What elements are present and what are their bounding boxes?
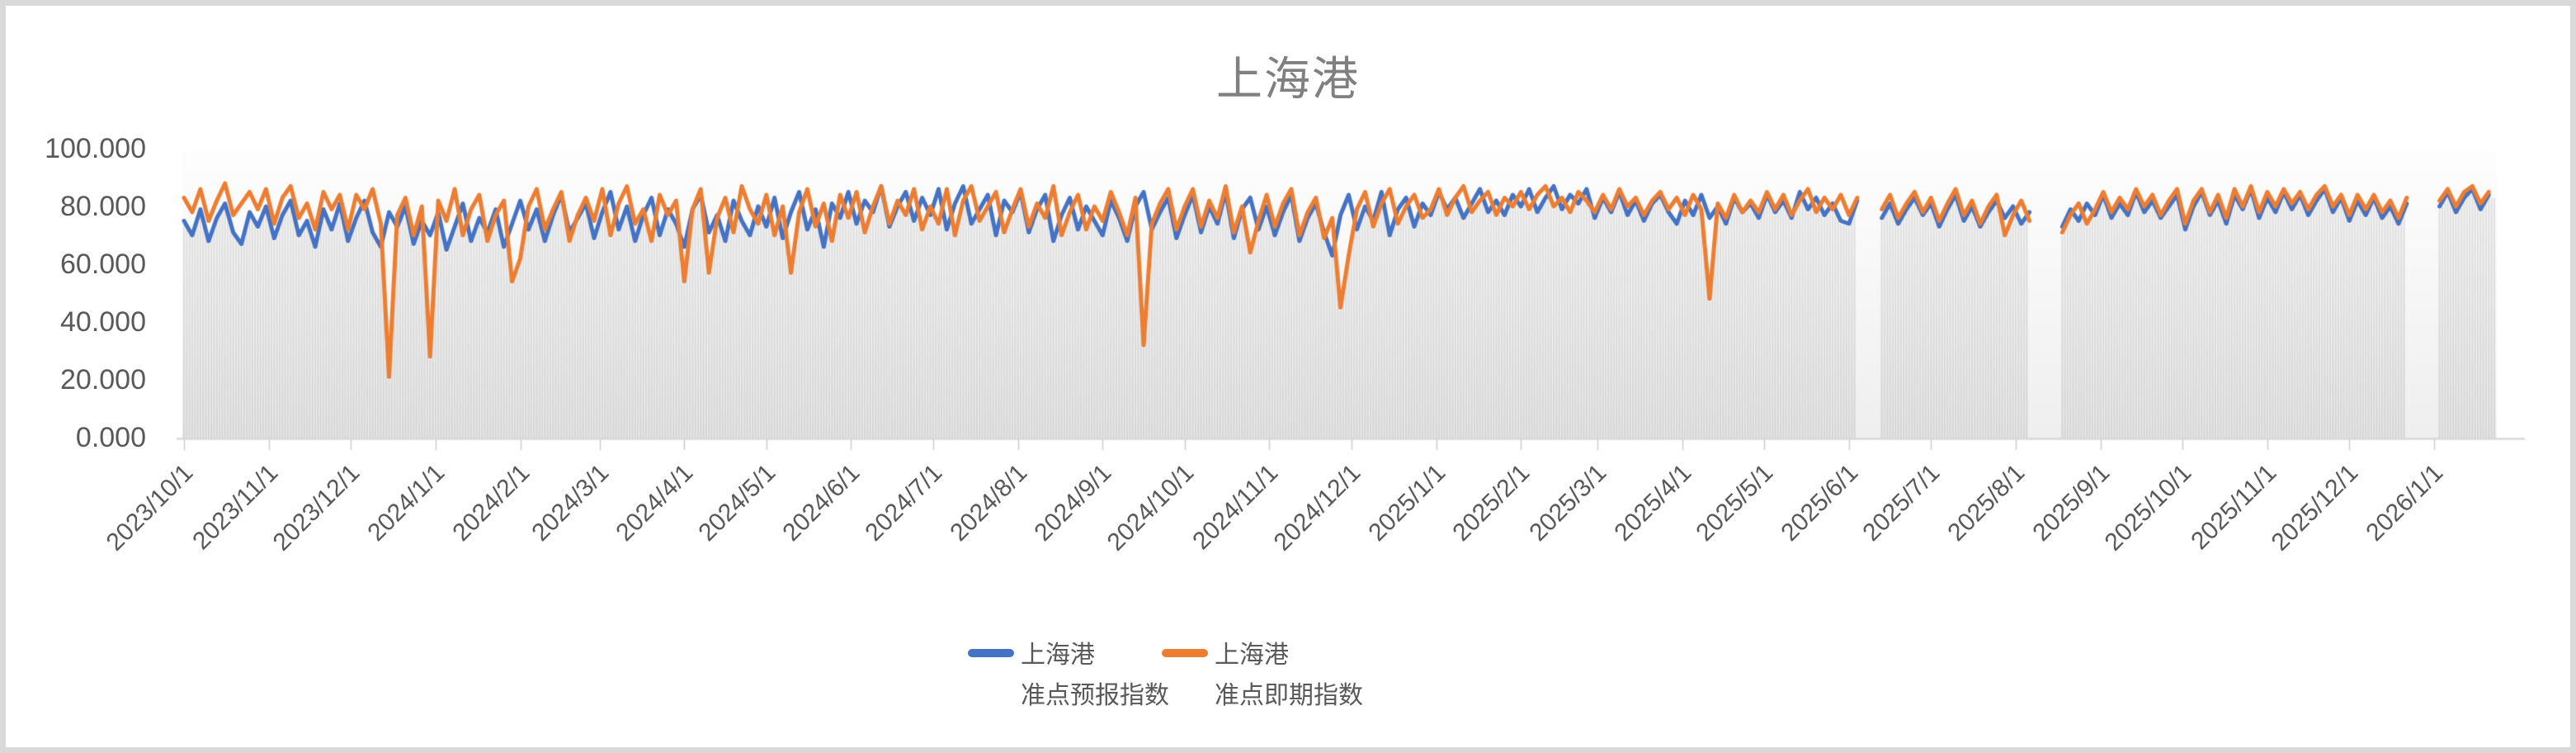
legend-line-icon [968,649,1014,657]
y-axis-label: 40.000 [60,306,146,338]
chart-plot-canvas [6,6,2576,753]
chart-background: 上海港 100.00080.00060.00040.00020.0000.000… [6,6,2576,753]
y-axis-label: 80.000 [60,191,146,222]
y-axis-label: 0.000 [75,422,146,453]
y-axis-label: 100.000 [45,133,146,164]
legend-line-icon [1162,649,1208,657]
y-axis-label: 20.000 [60,364,146,395]
legend-label: 上海港 准点即期指数 [1215,642,1363,709]
legend-label: 上海港 准点预报指数 [1021,642,1169,709]
y-axis-label: 60.000 [60,249,146,280]
legend-item: 上海港 准点预报指数 [968,635,1169,716]
legend-item: 上海港 准点即期指数 [1162,635,1363,716]
